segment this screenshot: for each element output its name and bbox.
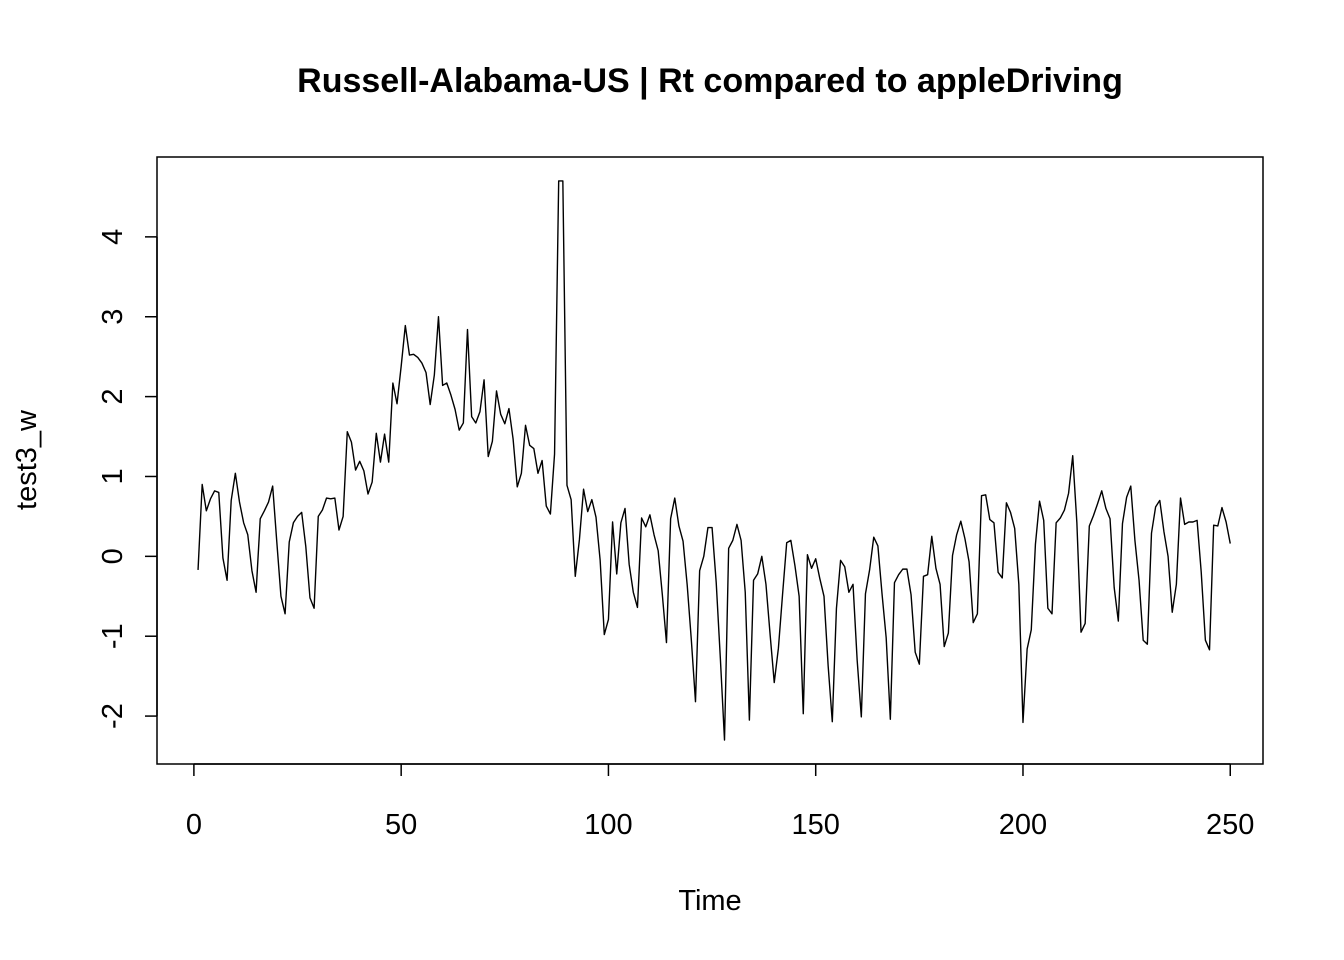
x-tick-label: 100 bbox=[584, 809, 632, 841]
series-line bbox=[197, 180, 1231, 741]
x-tick-label: 250 bbox=[1206, 809, 1254, 841]
y-tick-label: 2 bbox=[97, 389, 129, 405]
y-axis: -2 -1 0 1 2 3 4 bbox=[97, 229, 158, 729]
y-tick-label: -2 bbox=[97, 703, 129, 729]
x-tick-label: 150 bbox=[792, 809, 840, 841]
chart-title: Russell-Alabama-US | Rt compared to appl… bbox=[297, 62, 1123, 100]
y-tick-label: 1 bbox=[97, 468, 129, 484]
y-tick-label: 0 bbox=[97, 548, 129, 564]
y-tick-label: -1 bbox=[97, 623, 129, 649]
x-tick-label: 50 bbox=[385, 809, 417, 841]
x-tick-label: 0 bbox=[186, 809, 202, 841]
x-axis-label: Time bbox=[678, 885, 741, 917]
x-tick-label: 200 bbox=[999, 809, 1047, 841]
y-tick-label: 3 bbox=[97, 309, 129, 325]
y-axis-label: test3_w bbox=[11, 409, 43, 510]
x-axis: 0 50 100 150 200 250 bbox=[186, 763, 1254, 841]
y-tick-label: 4 bbox=[97, 229, 129, 245]
plot-area bbox=[156, 156, 1264, 765]
